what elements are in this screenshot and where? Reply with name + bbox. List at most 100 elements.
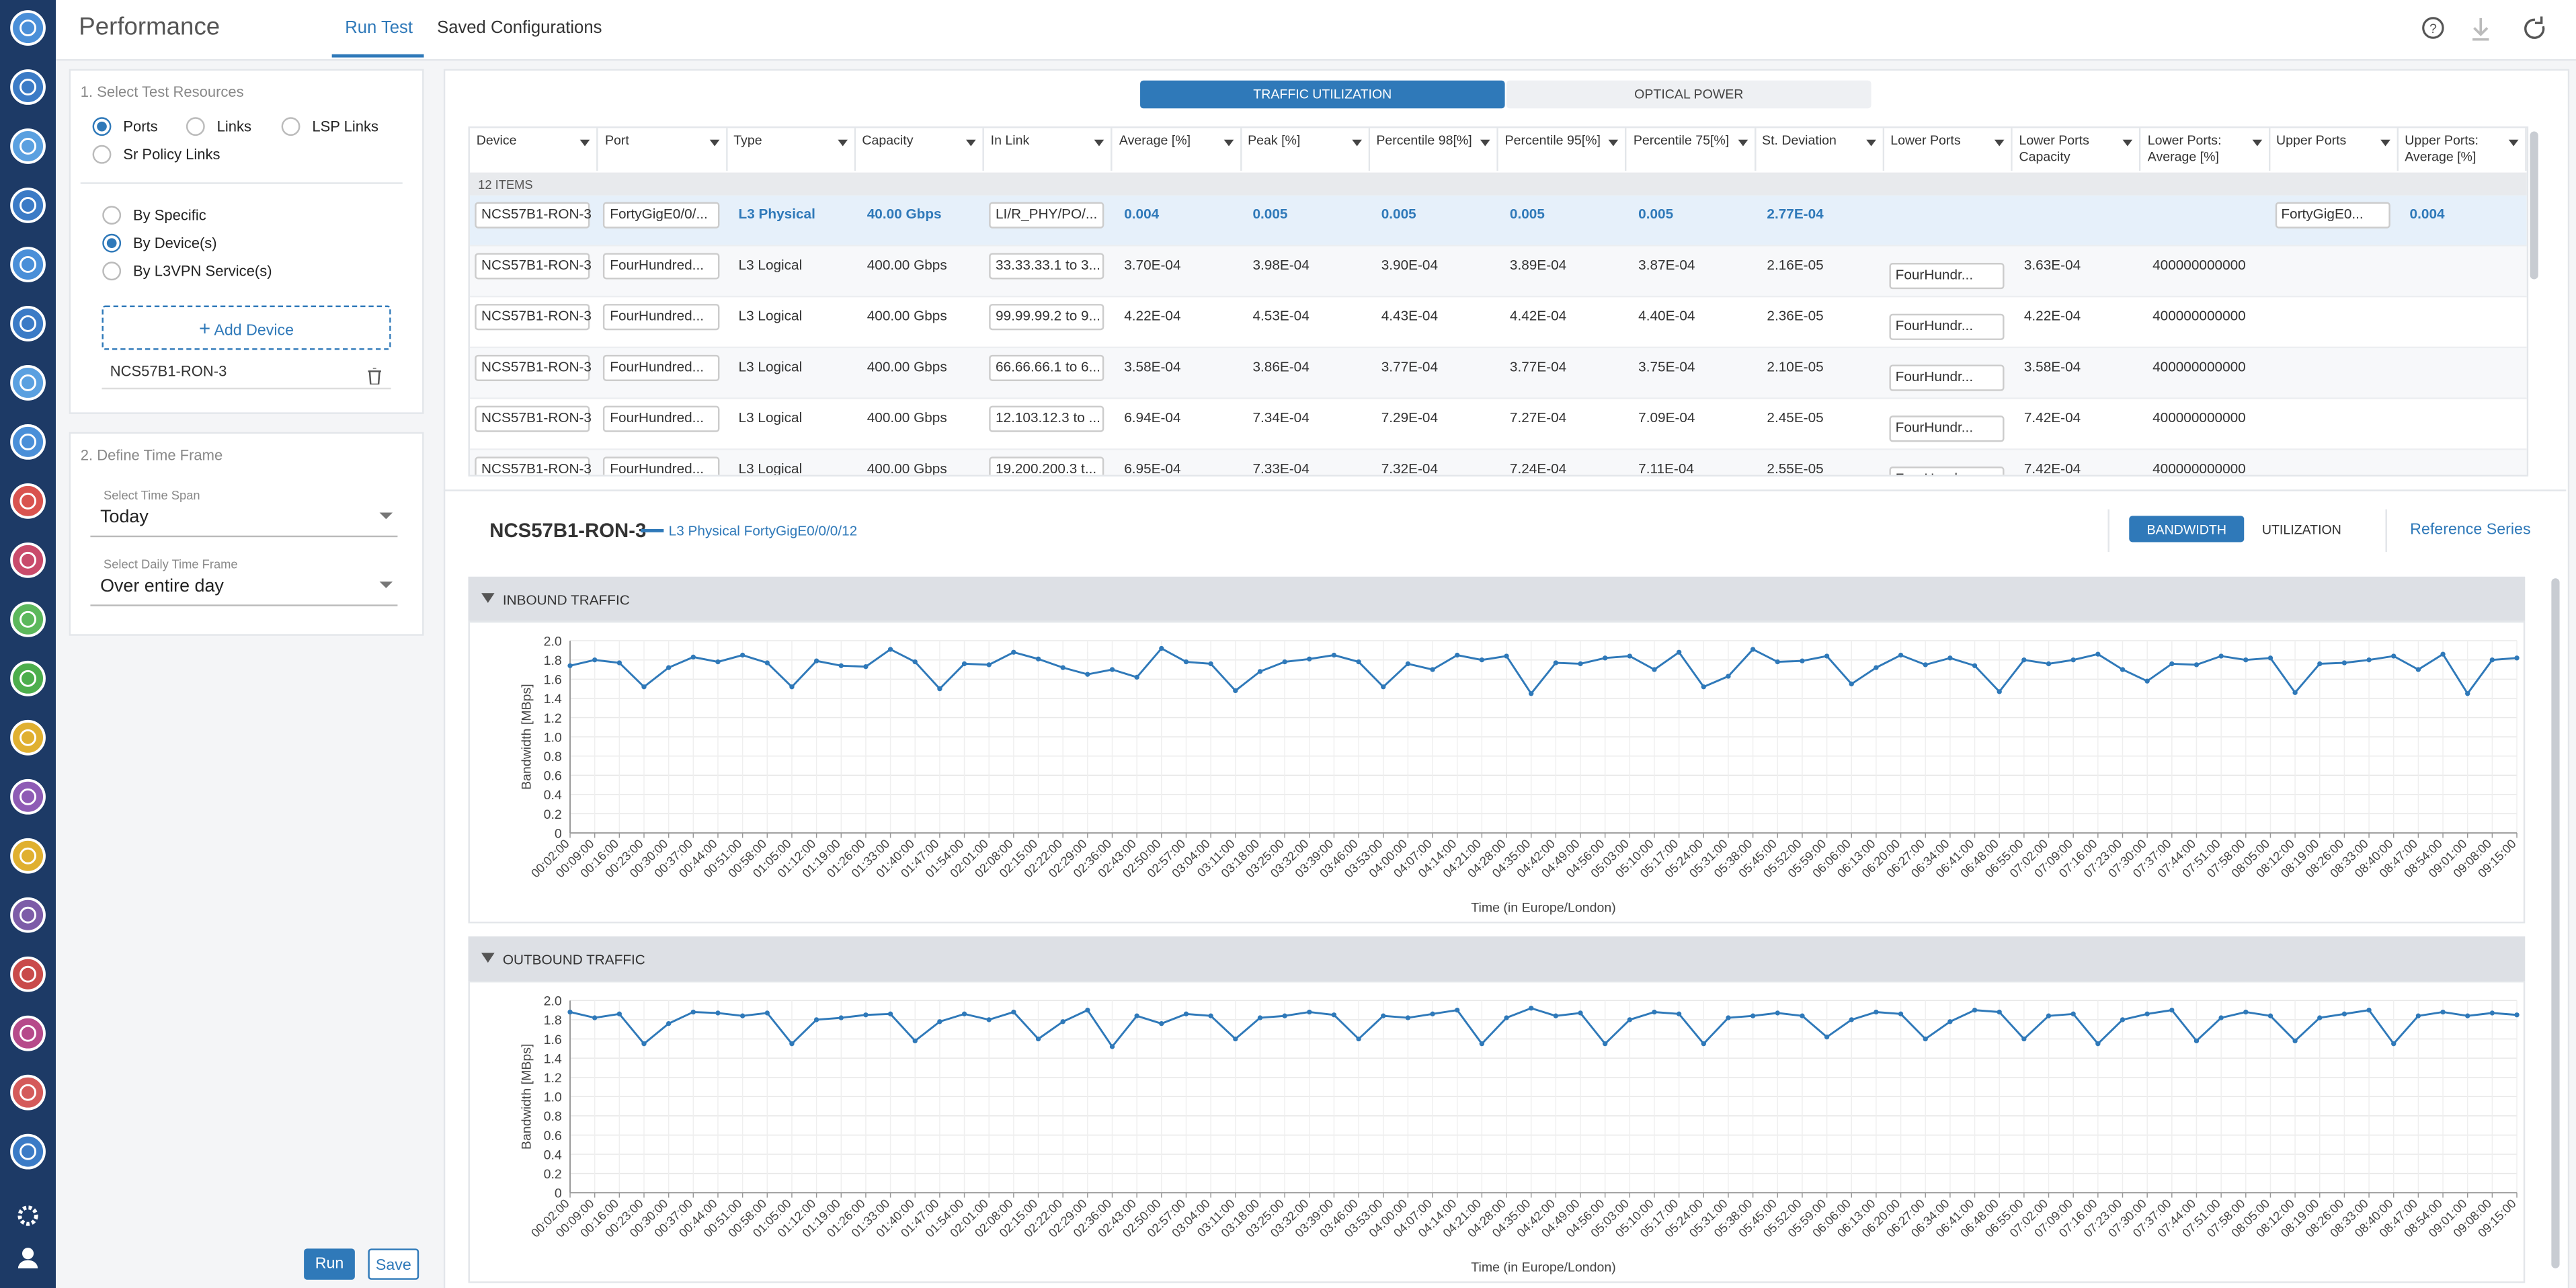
view-tab[interactable]: OPTICAL POWER [1506, 80, 1871, 109]
radio-label: Links [216, 118, 251, 135]
data-point [1849, 1017, 1854, 1022]
cell-box [475, 405, 590, 432]
reference-series-link[interactable]: Reference Series [2410, 520, 2531, 539]
data-point [2341, 660, 2347, 666]
column-header-label: Average [%] [1119, 132, 1191, 148]
column-header-label: Percentile 75[%] [1633, 132, 1730, 148]
column-header-label: Percentile 95[%] [1504, 132, 1601, 148]
column-header[interactable]: Capacity [855, 128, 984, 171]
column-header[interactable]: Percentile 98[%] [1369, 128, 1498, 171]
user-icon [17, 1260, 38, 1269]
column-header[interactable]: Upper Ports [2269, 128, 2399, 171]
nav-icon [10, 483, 46, 519]
chart-panel-header[interactable]: INBOUND TRAFFIC [468, 576, 2526, 621]
table-cell: 400.00 Gbps [867, 409, 947, 426]
table-cell: 7.32E-04 [1381, 460, 1439, 477]
table-cell: 7.24E-04 [1509, 460, 1567, 477]
column-header[interactable]: St. Deviation [1755, 128, 1884, 171]
table-row[interactable] [469, 297, 2527, 349]
table-row[interactable] [469, 450, 2527, 475]
data-point [2218, 653, 2224, 659]
sort-caret [2380, 139, 2390, 147]
column-header[interactable]: Upper Ports: Average [%] [2398, 128, 2527, 171]
y-tick-label: 1.8 [544, 653, 562, 668]
column-header[interactable]: Peak [%] [1241, 128, 1370, 171]
mode-tab[interactable]: BANDWIDTH [2129, 516, 2245, 542]
x-axis-title: Time (in Europe/London) [1471, 900, 1616, 915]
nav-icon [10, 247, 46, 282]
cell-box [475, 304, 590, 331]
data-point [2415, 1013, 2421, 1018]
selection-mode-radio[interactable]: By Specific [102, 205, 250, 225]
nav-tab[interactable]: Saved Configurations [437, 17, 602, 38]
data-point [2366, 1007, 2372, 1013]
data-point [1627, 653, 1632, 659]
view-tab[interactable]: TRAFFIC UTILIZATION [1140, 80, 1505, 109]
table-cell: FourHundr... [1895, 419, 1974, 436]
column-header[interactable]: Percentile 75[%] [1627, 128, 1756, 171]
nav-icon [10, 69, 46, 105]
daily-select[interactable]: Select Daily Time Frame Over entire day [90, 557, 398, 606]
column-header[interactable]: Lower Ports [1884, 128, 2013, 171]
mode-tab[interactable]: UTILIZATION [2244, 516, 2360, 542]
table-cell: 6.95E-04 [1124, 460, 1181, 477]
nav-icon-inner [19, 433, 37, 450]
column-header[interactable]: Percentile 95[%] [1498, 128, 1627, 171]
data-point [961, 661, 967, 667]
data-point [1085, 1007, 1090, 1013]
device-underline [102, 387, 391, 390]
chart-panel-header[interactable]: OUTBOUND TRAFFIC [468, 936, 2526, 981]
table-row[interactable] [469, 246, 2527, 298]
table-cell: 3.77E-04 [1381, 358, 1439, 375]
y-tick-label: 2.0 [544, 994, 562, 1009]
sort-caret [2123, 139, 2133, 147]
table-row[interactable] [469, 399, 2527, 450]
column-header[interactable]: Lower Ports: Average [%] [2140, 128, 2270, 171]
run-button[interactable]: Run [304, 1248, 355, 1280]
selection-mode-radio[interactable]: By L3VPN Service(s) [102, 261, 272, 281]
cell-box [603, 304, 719, 331]
data-point [2095, 1041, 2101, 1047]
nav-icon-inner [19, 315, 37, 332]
radio-label: By Specific [132, 206, 206, 224]
collapse-caret [481, 953, 495, 963]
save-button[interactable]: Save [368, 1248, 419, 1280]
resource-type-radio[interactable]: Ports [92, 117, 240, 136]
data-point [2415, 667, 2421, 672]
resource-type-radio[interactable]: Sr Policy Links [92, 145, 240, 164]
add-device-button[interactable]: + Add Device [102, 305, 391, 350]
data-point [2489, 1010, 2495, 1016]
span-select[interactable]: Select Time Span Today [90, 488, 398, 538]
nav-icon [10, 365, 46, 401]
data-point [887, 1011, 893, 1017]
data-point [1676, 1011, 1682, 1017]
y-tick-label: 1.0 [544, 730, 562, 745]
resource-type-radio[interactable]: Links [186, 117, 333, 136]
nav-icon [10, 306, 46, 341]
delete-icon[interactable] [368, 363, 381, 386]
collapse-caret [481, 593, 495, 603]
data-point [1134, 674, 1139, 680]
column-header-label: Upper Ports: Average [%] [2405, 132, 2479, 165]
column-header[interactable]: Port [598, 128, 727, 171]
resource-type-radio[interactable]: LSP Links [281, 117, 429, 136]
nav-tab[interactable]: Run Test [345, 17, 413, 38]
selection-mode-radio[interactable]: By Device(s) [102, 233, 250, 253]
data-point [1726, 674, 1731, 679]
data-point [2144, 1011, 2150, 1017]
column-header[interactable]: Average [%] [1113, 128, 1242, 171]
column-header[interactable]: Type [727, 128, 856, 171]
data-point [2465, 1013, 2470, 1018]
column-header[interactable]: Lower Ports Capacity [2012, 128, 2141, 171]
table-cell: 400.00 Gbps [867, 460, 947, 477]
table-row[interactable] [469, 195, 2527, 247]
table-cell: 400000000000 [2152, 460, 2246, 477]
table-row[interactable] [469, 348, 2527, 399]
data-point [1208, 661, 1213, 667]
column-header[interactable]: Device [469, 128, 599, 171]
y-tick-label: 0.8 [544, 750, 562, 764]
column-header[interactable]: In Link [983, 128, 1113, 171]
cell-box [989, 405, 1104, 432]
toolbar-icons[interactable]: ? [2415, 13, 2563, 46]
nav-icon-inner [19, 79, 37, 95]
